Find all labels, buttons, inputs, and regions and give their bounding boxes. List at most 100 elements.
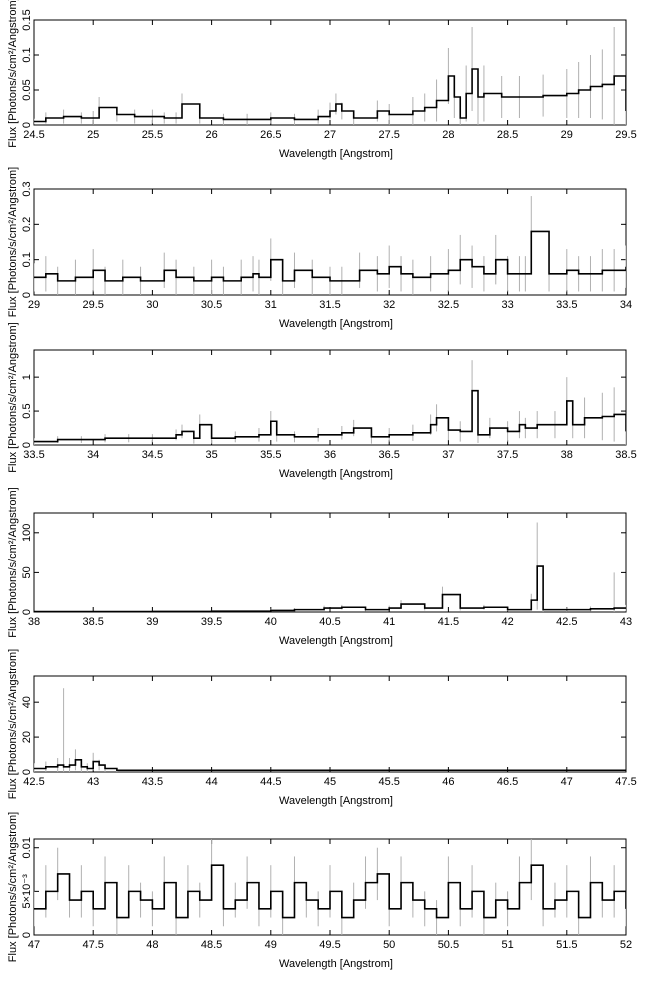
- x-tick-label: 38.5: [615, 449, 636, 461]
- x-tick-label: 39: [146, 616, 158, 628]
- y-tick-label: 0: [21, 769, 33, 775]
- y-axis-title: Flux [Photons/s/cm²/Angstrom]: [7, 0, 19, 148]
- x-tick-label: 44: [205, 776, 217, 788]
- y-axis-title: Flux [Photons/s/cm²/Angstrom]: [7, 812, 19, 962]
- y-axis-title: Flux [Photons/s/cm²/Angstrom]: [7, 167, 19, 317]
- x-tick-label: 49.5: [319, 939, 340, 951]
- x-tick-label: 32.5: [438, 299, 459, 311]
- y-tick-label: 5×10⁻³: [21, 874, 33, 909]
- x-tick-label: 27: [324, 129, 336, 141]
- x-tick-label: 38: [561, 449, 573, 461]
- x-tick-label: 33.5: [556, 299, 577, 311]
- spectrum-step-line: [34, 565, 626, 612]
- y-tick-label: 0.1: [21, 252, 33, 267]
- panel-2: 29 29.5 30 30.5 31 31.5 32 32.5 33 33.5 34 0 0.1 0.2 0…: [7, 167, 632, 330]
- y-tick-label: 0.05: [21, 79, 33, 100]
- x-tick-label: 34: [87, 449, 99, 461]
- x-tick-label: 51: [501, 939, 513, 951]
- x-tick-label: 52: [620, 939, 632, 951]
- spectrum-step-line: [34, 389, 626, 443]
- y-tick-label: 0.3: [21, 181, 33, 196]
- y-tick-label: 100: [21, 524, 33, 542]
- x-tick-label: 40: [265, 616, 277, 628]
- x-tick-label: 45.5: [378, 776, 399, 788]
- x-tick-label: 24.5: [23, 129, 44, 141]
- panel-5: 42.5 43 43.5 44 44.5 45 45.5 46 46.5 47 47.5 0 20 40 W…: [7, 649, 637, 807]
- x-tick-label: 40.5: [319, 616, 340, 628]
- y-tick-label: 0: [21, 442, 33, 448]
- y-tick-label: 0: [21, 292, 33, 298]
- x-tick-label: 37.5: [497, 449, 518, 461]
- panel-6: 47 47.5 48 48.5 49 49.5 50 50.5 51 51.5 52 0 5×10⁻³ 0…: [7, 812, 632, 970]
- spectrum-step-line: [34, 230, 626, 282]
- x-tick-label: 42.5: [23, 776, 44, 788]
- x-tick-label: 51.5: [556, 939, 577, 951]
- x-tick-label: 27.5: [378, 129, 399, 141]
- x-tick-label: 26.5: [260, 129, 281, 141]
- data-layer: [34, 27, 626, 125]
- x-tick-label: 47.5: [82, 939, 103, 951]
- x-axis-title: Wavelength [Angstrom]: [279, 635, 393, 647]
- x-tick-label: 50.5: [438, 939, 459, 951]
- y-tick-label: 0: [21, 609, 33, 615]
- spectrum-step-line: [34, 758, 626, 772]
- x-tick-label: 48: [146, 939, 158, 951]
- x-tick-label: 37: [442, 449, 454, 461]
- x-tick-label: 43: [87, 776, 99, 788]
- x-tick-label: 43.5: [142, 776, 163, 788]
- x-tick-label: 33.5: [23, 449, 44, 461]
- x-tick-label: 26: [205, 129, 217, 141]
- x-tick-label: 44.5: [260, 776, 281, 788]
- data-layer: [34, 839, 626, 935]
- x-tick-label: 38.5: [82, 616, 103, 628]
- x-tick-label: 41: [383, 616, 395, 628]
- x-tick-label: 34: [620, 299, 632, 311]
- panel-4: 38 38.5 39 39.5 40 40.5 41 41.5 42 42.5 43 0 50 100 Wa…: [7, 487, 632, 647]
- x-tick-label: 29.5: [82, 299, 103, 311]
- x-tick-label: 43: [620, 616, 632, 628]
- data-layer: [34, 688, 626, 772]
- y-tick-label: 0.1: [21, 47, 33, 62]
- x-tick-label: 45: [324, 776, 336, 788]
- x-axis-title: Wavelength [Angstrom]: [279, 958, 393, 970]
- y-tick-label: 1: [21, 374, 33, 380]
- x-tick-label: 30.5: [201, 299, 222, 311]
- x-tick-label: 29: [561, 129, 573, 141]
- x-tick-label: 49: [265, 939, 277, 951]
- x-tick-label: 25: [87, 129, 99, 141]
- x-tick-label: 47: [561, 776, 573, 788]
- x-tick-label: 48.5: [201, 939, 222, 951]
- x-tick-label: 33: [501, 299, 513, 311]
- spectrum-step-line: [34, 864, 626, 919]
- panel-3: 33.5 34 34.5 35 35.5 36 36.5 37 37.5 38 38.5 0 0.5 1 W…: [7, 322, 637, 480]
- x-tick-label: 29.5: [615, 129, 636, 141]
- x-axis-title: Wavelength [Angstrom]: [279, 468, 393, 480]
- x-tick-label: 50: [383, 939, 395, 951]
- x-tick-label: 32: [383, 299, 395, 311]
- x-tick-label: 42: [501, 616, 513, 628]
- y-tick-label: 40: [21, 696, 33, 708]
- x-axis-title: Wavelength [Angstrom]: [279, 148, 393, 160]
- x-tick-label: 36.5: [378, 449, 399, 461]
- x-tick-label: 28: [442, 129, 454, 141]
- y-axis-title: Flux [Photons/s/cm²/Angstrom]: [7, 487, 19, 637]
- y-tick-label: 0.2: [21, 217, 33, 232]
- x-tick-label: 36: [324, 449, 336, 461]
- x-tick-label: 39.5: [201, 616, 222, 628]
- x-tick-label: 25.5: [142, 129, 163, 141]
- x-tick-label: 35.5: [260, 449, 281, 461]
- x-tick-label: 47: [28, 939, 40, 951]
- y-tick-label: 0.5: [21, 403, 33, 418]
- data-layer: [34, 522, 626, 612]
- panel-1: 24.5 25 25.5 26 26.5 27 27.5 28 28.5 29 29.5 0 0.05 0…: [7, 0, 637, 160]
- y-axis-title: Flux [Photons/s/cm²/Angstrom]: [7, 649, 19, 799]
- y-tick-label: 50: [21, 566, 33, 578]
- x-tick-label: 30: [146, 299, 158, 311]
- y-axis-title: Flux [Photons/s/cm²/Angstrom]: [7, 322, 19, 472]
- x-tick-label: 41.5: [438, 616, 459, 628]
- x-axis-title: Wavelength [Angstrom]: [279, 318, 393, 330]
- data-layer: [34, 196, 626, 295]
- x-tick-label: 29: [28, 299, 40, 311]
- x-tick-label: 31: [265, 299, 277, 311]
